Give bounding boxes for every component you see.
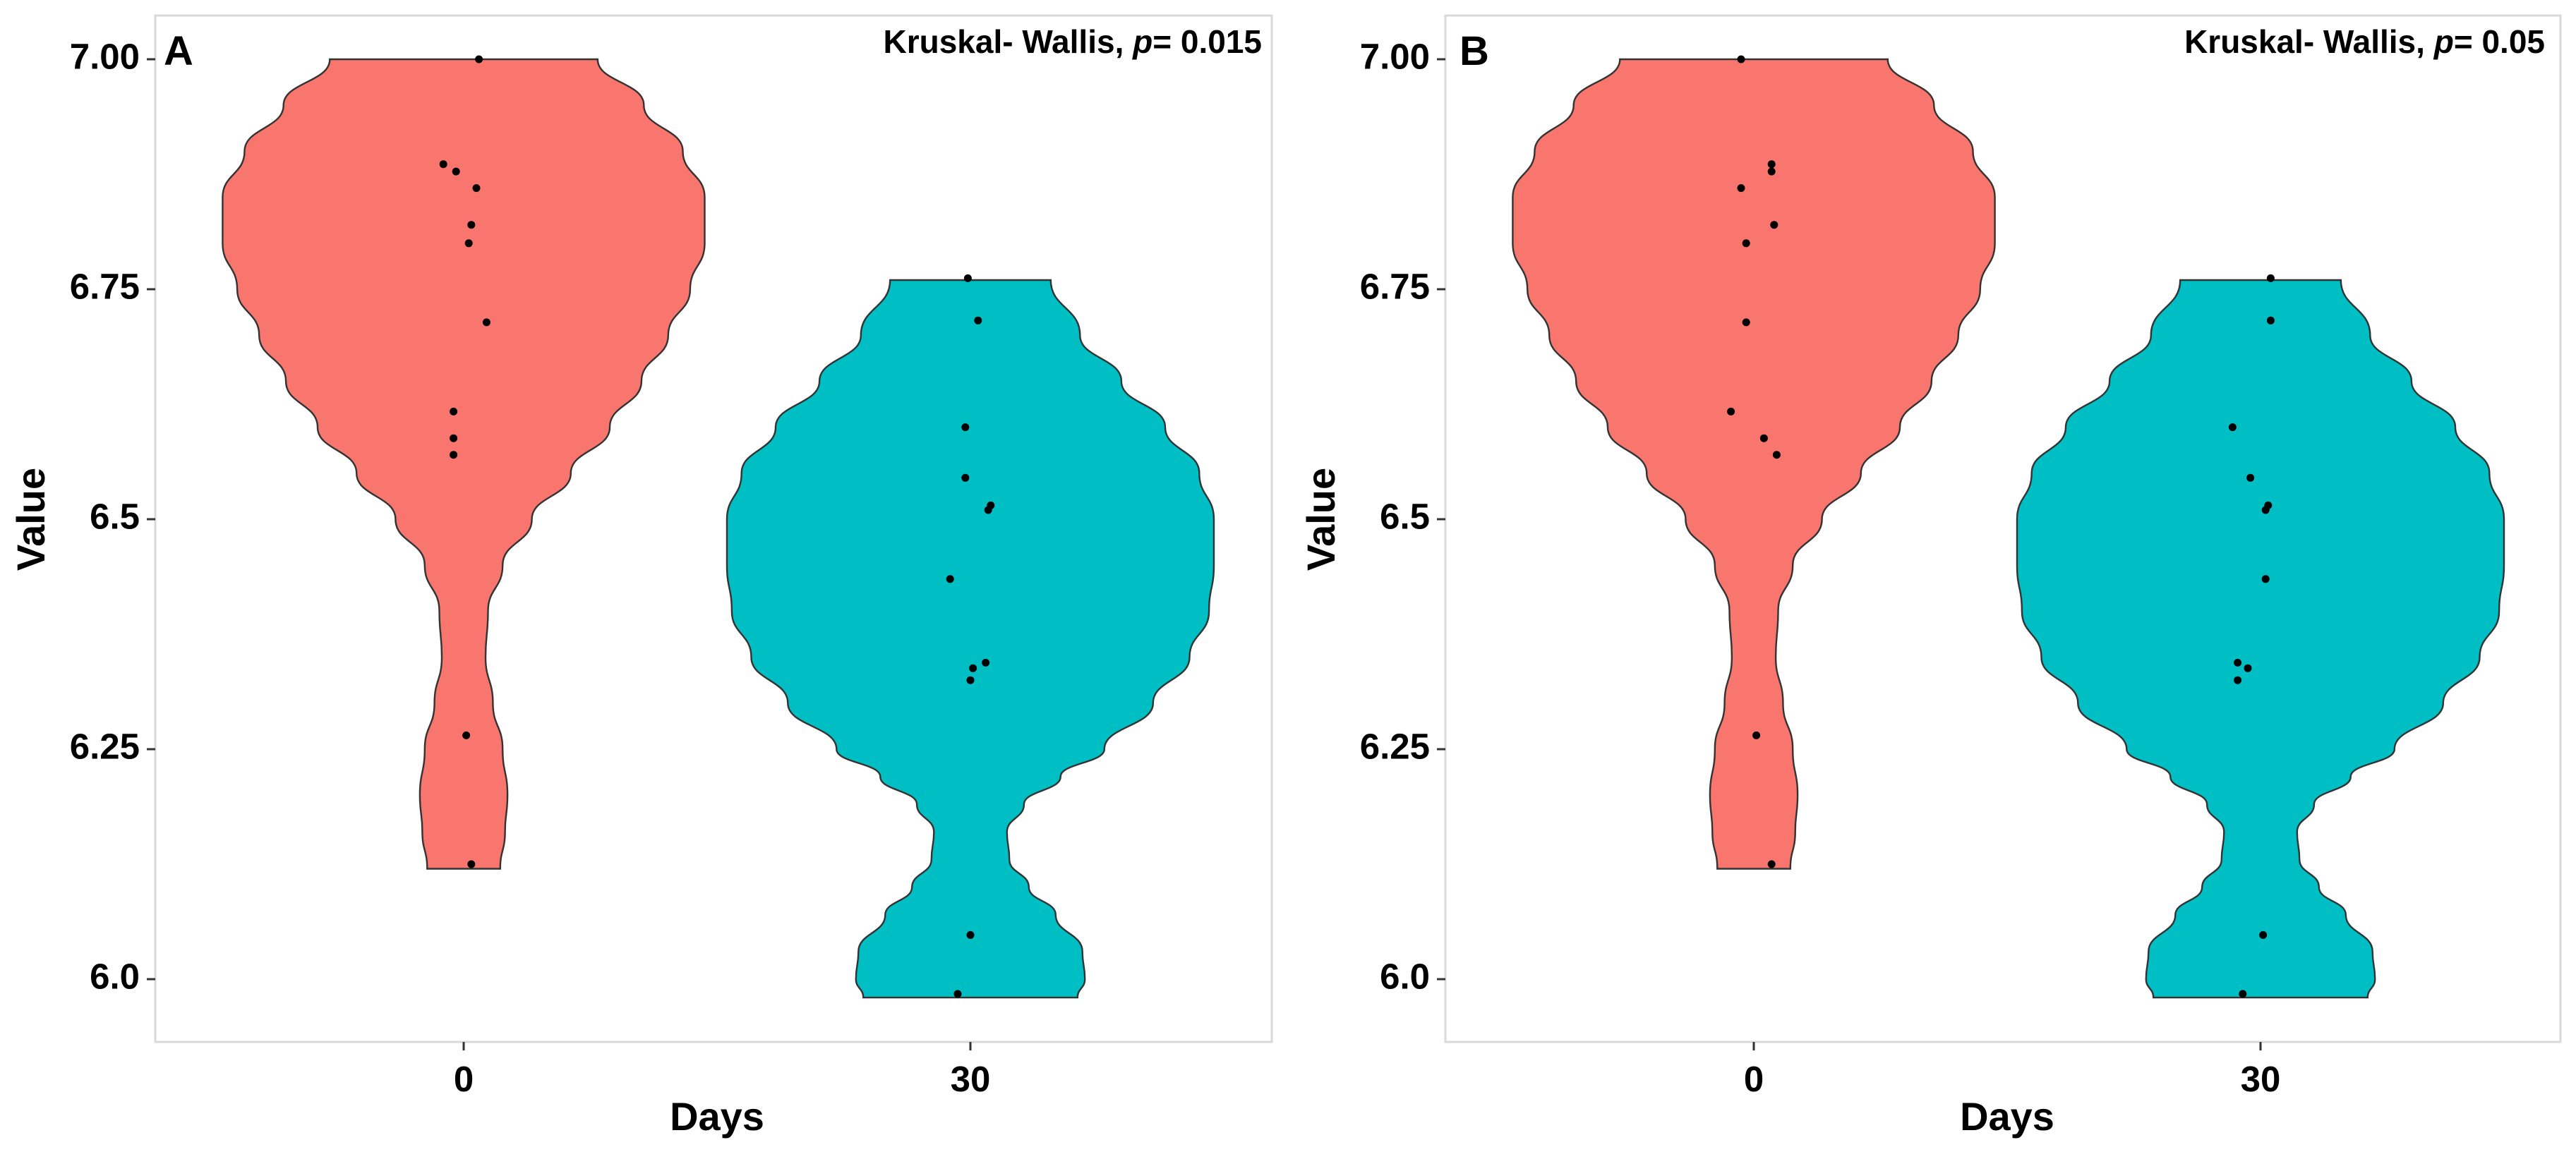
data-point: [2244, 664, 2252, 672]
data-point: [1767, 167, 1776, 176]
data-point: [2266, 274, 2275, 282]
data-point: [1770, 221, 1778, 229]
y-tick-label: 6.5: [90, 496, 140, 536]
data-point: [464, 239, 473, 248]
y-tick-label: 6.75: [1360, 266, 1430, 306]
y-tick-label: 7.00: [70, 36, 140, 76]
x-axis-title: Days: [670, 1094, 764, 1139]
data-point: [467, 221, 476, 229]
data-point: [450, 407, 458, 416]
x-tick-label: 30: [951, 1059, 991, 1099]
y-tick-label: 6.75: [70, 266, 140, 306]
data-point: [2266, 316, 2275, 325]
data-point: [439, 160, 447, 169]
violin-day-30: [726, 279, 1215, 999]
x-tick-label: 0: [1744, 1059, 1764, 1099]
data-point: [467, 860, 476, 868]
data-point: [963, 274, 972, 282]
data-point: [475, 55, 483, 63]
y-tick-label: 7.00: [1360, 36, 1430, 76]
data-point: [450, 451, 458, 459]
stat-test-name: Kruskal- Wallis,: [884, 23, 1133, 60]
y-axis-title: Value: [8, 468, 53, 571]
data-point: [2234, 676, 2242, 684]
data-point: [987, 501, 995, 509]
data-point: [1759, 434, 1768, 442]
stat-p-symbol: p: [2433, 23, 2454, 60]
data-point: [2228, 423, 2237, 432]
y-tick-label: 6.0: [1380, 956, 1430, 996]
panel-letter: B: [1459, 28, 1489, 74]
stat-annotation: Kruskal- Wallis, p= 0.05: [2184, 23, 2545, 60]
x-axis-title: Days: [1960, 1094, 2054, 1139]
violin-day-0: [222, 58, 706, 870]
y-axis-title: Value: [1299, 468, 1343, 571]
stat-test-name: Kruskal- Wallis,: [2184, 23, 2434, 60]
y-tick-label: 6.0: [90, 956, 140, 996]
data-point: [1752, 731, 1761, 739]
y-tick-label: 6.25: [1360, 726, 1430, 766]
stat-p-value: = 0.015: [1152, 23, 1262, 60]
data-point: [2259, 930, 2268, 939]
data-point: [482, 318, 490, 327]
data-point: [462, 731, 471, 739]
data-point: [1737, 55, 1745, 63]
data-point: [974, 316, 982, 325]
data-point: [2239, 990, 2247, 998]
data-point: [946, 575, 954, 583]
panel-letter: A: [164, 28, 193, 74]
data-point: [953, 990, 962, 998]
violin-day-30: [2016, 279, 2505, 999]
stat-annotation: Kruskal- Wallis, p= 0.015: [884, 23, 1263, 60]
data-point: [966, 930, 975, 939]
y-tick-label: 6.25: [70, 726, 140, 766]
data-point: [982, 658, 990, 667]
data-point: [961, 473, 970, 482]
data-point: [969, 664, 977, 672]
violin-day-0: [1512, 58, 1996, 870]
data-point: [1767, 860, 1776, 868]
stat-p-value: = 0.05: [2454, 23, 2545, 60]
y-tick-label: 6.5: [1380, 496, 1430, 536]
data-point: [2246, 473, 2255, 482]
panel-a: 6.0 6.25 6.5 6.75 7.00 Value 0 30 Days A Kruskal- …: [8, 14, 1273, 1139]
data-point: [1742, 318, 1750, 327]
data-point: [450, 434, 458, 442]
data-point: [452, 167, 460, 176]
x-tick-label: 0: [454, 1059, 474, 1099]
data-point: [961, 423, 970, 432]
stat-p-symbol: p: [1131, 23, 1152, 60]
data-point: [472, 184, 481, 193]
panel-b: 6.0 6.25 6.5 6.75 7.00 Value 0 30 Days B Kruskal- …: [1299, 14, 2562, 1139]
data-point: [2261, 575, 2270, 583]
data-point: [1727, 407, 1735, 416]
data-point: [1767, 160, 1776, 169]
data-point: [2264, 501, 2273, 509]
data-point: [966, 676, 975, 684]
data-point: [1772, 451, 1781, 459]
data-point: [2234, 658, 2242, 667]
data-point: [1737, 184, 1745, 193]
data-point: [1742, 239, 1750, 248]
x-tick-label: 30: [2241, 1059, 2281, 1099]
